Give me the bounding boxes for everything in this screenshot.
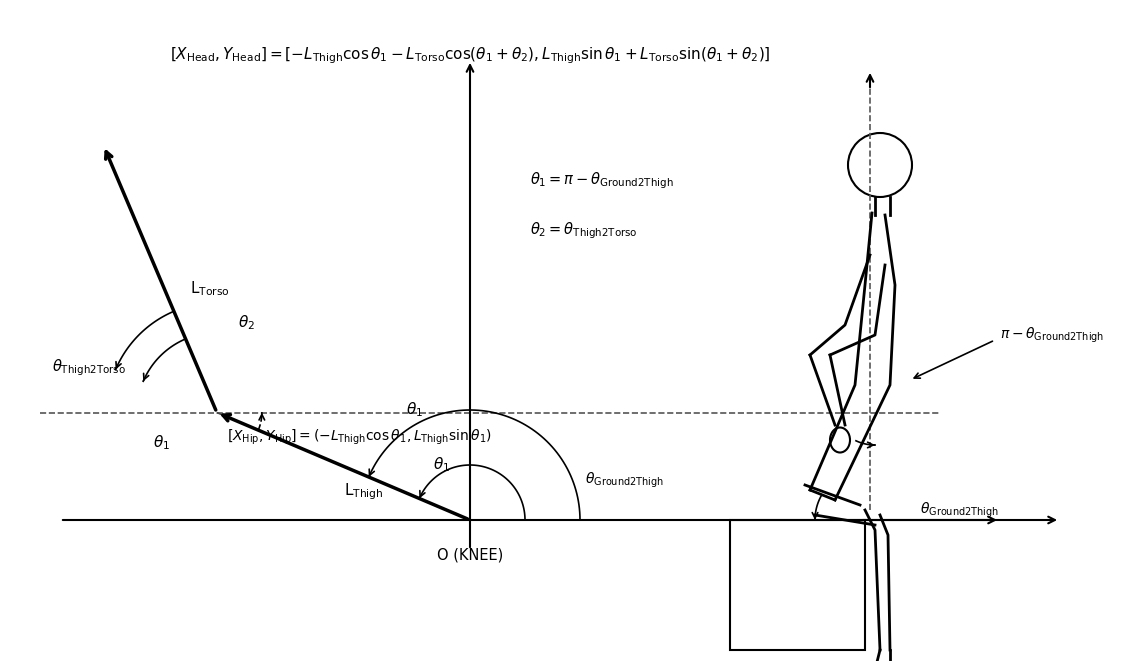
Text: O (KNEE): O (KNEE) xyxy=(437,548,503,563)
Text: $\theta_1$: $\theta_1$ xyxy=(406,401,423,419)
Text: $\theta_2$: $\theta_2$ xyxy=(238,313,255,332)
Text: $\theta_1$: $\theta_1$ xyxy=(433,455,450,475)
Text: $\pi-\theta_{\mathsf{Ground2Thigh}}$: $\pi-\theta_{\mathsf{Ground2Thigh}}$ xyxy=(1000,325,1105,344)
Text: $\theta_2=\theta_{\mathsf{Thigh2Torso}}$: $\theta_2=\theta_{\mathsf{Thigh2Torso}}$ xyxy=(530,220,637,241)
Text: $\theta_{\mathsf{Thigh2Torso}}$: $\theta_{\mathsf{Thigh2Torso}}$ xyxy=(52,357,126,378)
Text: $[X_{\mathsf{Hip}}, Y_{\mathsf{Hip}}]=(-L_{\mathsf{Thigh}}\cos\theta_1, L_{\math: $[X_{\mathsf{Hip}}, Y_{\mathsf{Hip}}]=(-… xyxy=(227,428,492,447)
Text: $[X_{\mathsf{Head}}, Y_{\mathsf{Head}}]=[-L_{\mathsf{Thigh}}\cos\theta_1-L_{\mat: $[X_{\mathsf{Head}}, Y_{\mathsf{Head}}]=… xyxy=(170,45,770,65)
Text: L$_{\mathsf{Thigh}}$: L$_{\mathsf{Thigh}}$ xyxy=(344,481,383,502)
Text: $\theta_{\mathsf{Ground2Thigh}}$: $\theta_{\mathsf{Ground2Thigh}}$ xyxy=(585,471,663,490)
Text: $\theta_1=\pi-\theta_{\mathsf{Ground2Thigh}}$: $\theta_1=\pi-\theta_{\mathsf{Ground2Thi… xyxy=(530,170,674,190)
Bar xyxy=(730,520,865,650)
Text: L$_{\mathsf{Torso}}$: L$_{\mathsf{Torso}}$ xyxy=(191,280,230,298)
Text: $\theta_1$: $\theta_1$ xyxy=(153,433,170,452)
Text: $\theta_{\mathsf{Ground2Thigh}}$: $\theta_{\mathsf{Ground2Thigh}}$ xyxy=(920,500,999,520)
